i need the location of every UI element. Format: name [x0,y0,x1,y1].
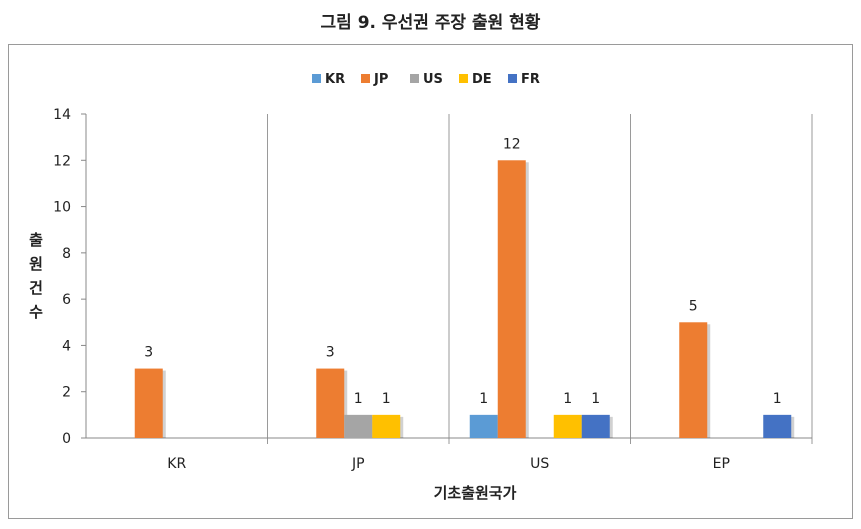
bar-fr-ep [763,414,792,438]
bar-us-jp [344,414,373,438]
data-label: 1 [479,391,488,407]
bar-fr-us [581,414,610,438]
data-label: 1 [591,391,600,407]
data-label: 1 [773,391,782,407]
x-tick-label: KR [167,456,186,472]
legend-swatch [410,74,419,83]
legend-swatch [312,74,321,83]
y-tick-label: 12 [53,153,71,169]
y-tick-label: 8 [62,246,71,262]
y-axis-title-char: 출 [29,231,43,249]
legend-label: FR [521,72,540,87]
chart-frame [8,44,853,519]
bar-jp-jp [316,368,345,438]
y-axis-title-char: 수 [29,303,43,321]
bar-de-us [553,414,582,438]
data-label: 12 [503,136,521,152]
y-tick-label: 0 [62,431,71,447]
chart-title: 그림 9. 우선권 주장 출원 현황 [320,13,541,33]
legend: KR JP US DE FR [312,72,540,87]
data-label: 1 [354,391,363,407]
bar-jp-kr [134,368,163,438]
legend-label: KR [325,72,345,87]
y-tick-labels: 0 2 4 6 8 10 12 14 [53,107,86,447]
legend-label: JP [373,72,388,87]
x-axis-title: 기초출원국가 [434,484,517,502]
x-tick-label: EP [713,456,730,472]
y-axis-title-char: 건 [29,279,43,297]
bar-jp-us [497,160,526,439]
data-labels: 3 3 1 1 1 12 1 1 5 1 [144,136,781,407]
y-tick-label: 4 [62,338,71,354]
data-label: 1 [382,391,391,407]
x-tick-labels: KR JP US EP [167,456,730,472]
category-separators [267,114,813,444]
legend-label: US [423,72,443,87]
bar-kr-us [469,414,498,438]
y-axis-title-char: 원 [29,255,43,273]
legend-label: DE [472,72,492,87]
legend-swatch [361,74,370,83]
bar-jp-ep [679,322,708,438]
y-tick-label: 10 [53,200,71,216]
legend-swatch [459,74,468,83]
x-tick-label: JP [351,456,365,472]
legend-swatch [508,74,517,83]
y-tick-label: 2 [62,385,71,401]
bars [134,160,795,439]
data-label: 3 [326,345,335,361]
x-tick-label: US [530,456,549,472]
y-tick-label: 14 [53,107,71,123]
y-tick-label: 6 [62,292,71,308]
data-label: 1 [563,391,572,407]
data-label: 5 [689,298,698,314]
data-label: 3 [144,345,153,361]
bar-de-jp [372,414,401,438]
